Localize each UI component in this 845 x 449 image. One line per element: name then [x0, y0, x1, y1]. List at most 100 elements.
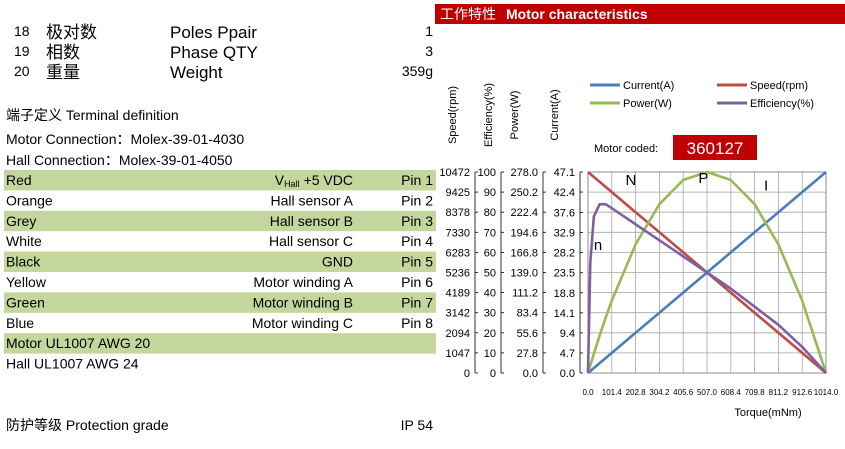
y-tick-label: 166.8 — [510, 247, 538, 259]
y-tick-label: 100 — [478, 167, 496, 179]
wire-color: Orange — [6, 192, 53, 208]
motor-code-box — [673, 135, 757, 160]
y-tick-label: 20 — [484, 328, 496, 340]
curve-annotation: N — [626, 172, 637, 189]
y-tick-label: 111.2 — [512, 288, 538, 300]
y-tick-label: 30 — [484, 308, 496, 320]
wire-pin: Pin 2 — [401, 192, 433, 208]
y-tick-label: 7330 — [446, 227, 470, 239]
wire-color: Yellow — [6, 274, 47, 290]
y-tick-label: 9425 — [446, 187, 470, 199]
y-tick-label: 50 — [484, 268, 496, 280]
motor-connection: Motor Connection：Molex-39-01-4030 — [6, 131, 244, 147]
motor-code-value: 360127 — [687, 139, 744, 158]
y-tick-label: 32.9 — [554, 228, 575, 240]
legend-label: Efficiency(%) — [750, 98, 814, 110]
y-tick-label: 90 — [484, 187, 496, 199]
function-subscript: Hall — [284, 179, 300, 189]
row-shade — [4, 170, 436, 191]
curve-annotation: n — [594, 237, 602, 254]
spec-en: Phase QTY — [170, 43, 258, 62]
spec-value: 359g — [402, 63, 433, 79]
wire-function: Hall sensor A — [271, 192, 354, 208]
protection-value: IP 54 — [401, 417, 434, 433]
y-tick-label: 55.6 — [517, 328, 538, 340]
spec-zh: 重量 — [46, 63, 80, 82]
row-shade — [4, 251, 436, 272]
spec-zh: 极对数 — [46, 23, 97, 42]
y-tick-label: 3142 — [446, 308, 470, 320]
y-tick-label: 80 — [484, 207, 496, 219]
wire-function: Motor winding A — [253, 274, 353, 290]
y-tick-label: 8378 — [446, 207, 470, 219]
row-shade — [4, 292, 436, 313]
y-tick-label: 40 — [484, 288, 496, 300]
y-tick-label: 1047 — [446, 348, 470, 360]
wire-pin: Pin 3 — [401, 213, 433, 229]
legend-label: Current(A) — [623, 80, 674, 92]
y-tick-label: 222.4 — [510, 207, 538, 219]
y-tick-label: 23.5 — [554, 268, 575, 280]
x-tick-label: 1014.0 — [814, 388, 839, 397]
x-tick-label: 811.2 — [769, 388, 789, 397]
y-tick-label: 9.4 — [560, 328, 575, 340]
x-tick-label: 709.8 — [745, 388, 766, 397]
y-tick-label: 0 — [464, 368, 470, 380]
y-tick-label: 60 — [484, 247, 496, 259]
legend-label: Power(W) — [623, 98, 672, 110]
x-tick-label: 202.8 — [626, 388, 647, 397]
wire-pin: Pin 1 — [401, 172, 433, 188]
wire-color: Red — [6, 172, 32, 188]
curve-annotation: P — [698, 170, 708, 187]
y-tick-label: 0.0 — [523, 368, 538, 380]
hall-connection: Hall Connection：Molex-39-01-4050 — [6, 152, 233, 168]
wire-pin: Pin 8 — [401, 315, 433, 331]
function-part: V — [275, 172, 285, 188]
header-bar — [435, 4, 845, 24]
spec-no: 20 — [14, 63, 30, 79]
y-tick-label: 194.6 — [510, 227, 538, 239]
wire-function: GND — [322, 254, 353, 270]
spec-en: Weight — [170, 63, 223, 82]
spec-no: 19 — [14, 43, 30, 59]
series-line — [586, 170, 828, 374]
wire-color: Green — [6, 294, 45, 310]
spec-value: 3 — [425, 43, 433, 59]
function-part: +5 VDC — [304, 172, 353, 188]
wire-function: VHall +5 VDC — [275, 172, 353, 189]
terminal-title: 端子定义 Terminal definition — [6, 107, 179, 123]
y-tick-label: 2094 — [446, 328, 470, 340]
y-tick-label: 0.0 — [560, 368, 575, 380]
y-tick-label: 70 — [484, 227, 496, 239]
wire-color: White — [6, 233, 42, 249]
protection-label: 防护等级 Protection grade — [6, 417, 169, 433]
y-tick-label: 83.4 — [517, 308, 538, 320]
y-axis-label: Efficiency(%) — [483, 83, 495, 147]
y-tick-label: 42.4 — [554, 187, 575, 199]
spec-no: 18 — [14, 23, 30, 39]
cable-spec: Motor UL1007 AWG 20 — [6, 335, 150, 351]
header-en: Motor characteristics — [506, 6, 648, 22]
legend-label: Speed(rpm) — [750, 80, 808, 92]
x-tick-label: 0.0 — [582, 388, 594, 397]
y-tick-label: 10 — [484, 348, 496, 360]
y-axis-label: Current(A) — [549, 89, 561, 140]
row-shade — [4, 210, 436, 232]
curve-annotation: I — [764, 178, 768, 195]
wire-function: Hall sensor C — [269, 233, 353, 249]
y-tick-label: 278.0 — [510, 167, 538, 179]
spec-zh: 相数 — [46, 43, 80, 62]
wire-color: Blue — [6, 315, 34, 331]
wire-color: Black — [6, 254, 41, 270]
y-tick-label: 0 — [490, 368, 496, 380]
x-tick-label: 608.4 — [721, 388, 742, 397]
y-tick-label: 37.6 — [554, 208, 575, 220]
x-tick-label: 101.4 — [602, 388, 623, 397]
y-tick-label: 47.1 — [554, 167, 575, 179]
y-tick-label: 139.0 — [510, 268, 538, 280]
y-tick-label: 5236 — [446, 268, 470, 280]
series-line — [587, 171, 827, 374]
header-zh: 工作特性 — [440, 6, 496, 22]
